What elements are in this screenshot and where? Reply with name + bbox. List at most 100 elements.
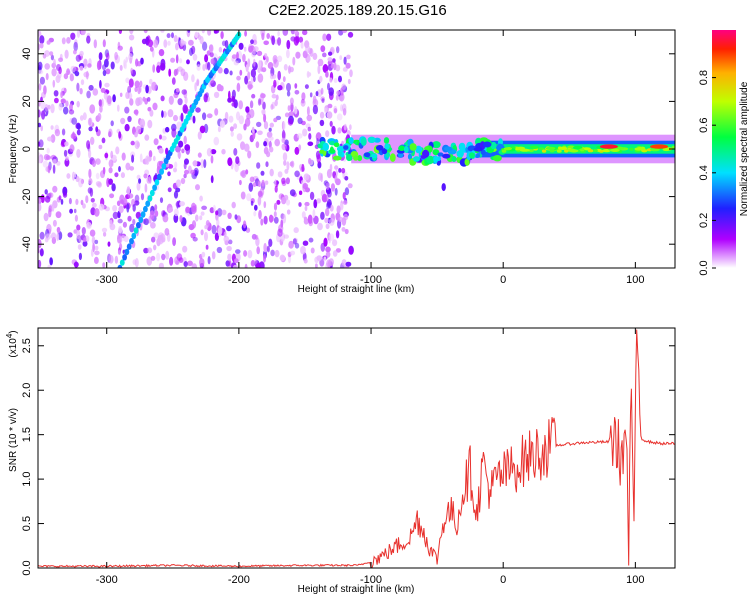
noise-blob xyxy=(105,52,110,61)
noise-blob xyxy=(175,179,182,188)
noise-blob xyxy=(334,187,338,196)
noise-blob xyxy=(137,96,143,106)
noise-blob xyxy=(321,98,325,103)
y-tick-label: 1.5 xyxy=(21,427,33,442)
track-point xyxy=(138,216,144,223)
noise-blob xyxy=(281,177,286,184)
noise-blob xyxy=(207,30,212,36)
band-blob xyxy=(593,148,598,153)
noise-blob xyxy=(269,168,274,177)
band-blob xyxy=(375,145,384,151)
colorbar: 0.0 0.2 0.4 0.6 0.8 Normalized spectral ampl… xyxy=(698,30,750,276)
noise-blob xyxy=(236,51,239,61)
noise-blob xyxy=(220,31,224,40)
noise-blob xyxy=(147,247,153,254)
noise-blob xyxy=(263,141,267,147)
y-tick-label: 1.0 xyxy=(21,471,33,486)
noise-blob xyxy=(132,218,136,226)
y-tick-label: -20 xyxy=(21,189,33,205)
noise-blob xyxy=(102,64,107,71)
noise-blob xyxy=(316,154,321,164)
noise-blob xyxy=(48,192,54,198)
noise-blob xyxy=(327,103,333,109)
noise-blob xyxy=(130,140,135,146)
noise-blob xyxy=(282,76,286,83)
noise-blob xyxy=(244,117,251,127)
noise-blob xyxy=(127,193,134,199)
noise-blob xyxy=(339,203,344,211)
noise-blob xyxy=(99,79,102,89)
noise-blob xyxy=(95,158,101,165)
noise-blob xyxy=(146,97,151,102)
noise-blob xyxy=(172,237,177,247)
noise-blob xyxy=(199,258,205,267)
noise-blob xyxy=(277,85,283,91)
x-tick-label: 100 xyxy=(626,274,644,286)
noise-blob xyxy=(71,117,78,125)
noise-blob xyxy=(229,126,234,132)
noise-blob xyxy=(50,232,57,240)
noise-blob xyxy=(79,65,84,71)
noise-blob xyxy=(255,141,260,149)
noise-blob xyxy=(38,69,44,75)
noise-blob xyxy=(102,262,106,268)
noise-blob xyxy=(335,230,340,239)
noise-blob xyxy=(254,204,258,211)
noise-blob xyxy=(110,61,115,70)
track-point xyxy=(133,227,139,234)
noise-blob xyxy=(181,148,185,154)
noise-blob xyxy=(180,177,186,185)
noise-blob xyxy=(127,86,130,91)
noise-blob xyxy=(258,60,262,70)
band-blob xyxy=(381,148,388,155)
noise-blob xyxy=(38,259,42,268)
noise-blob xyxy=(308,237,314,243)
noise-blob xyxy=(138,178,142,184)
noise-blob xyxy=(333,108,338,114)
noise-blob xyxy=(286,90,291,97)
noise-blob xyxy=(289,189,296,197)
noise-blob xyxy=(177,151,182,158)
noise-blob xyxy=(247,71,251,80)
noise-blob xyxy=(201,205,208,210)
noise-blob xyxy=(196,64,201,71)
noise-blob xyxy=(86,222,92,229)
noise-blob xyxy=(345,62,351,69)
noise-blob xyxy=(281,129,286,140)
noise-blob xyxy=(273,117,278,123)
x-tick-label: 0 xyxy=(500,274,506,286)
noise-blob xyxy=(186,59,190,65)
band-blob xyxy=(398,145,406,151)
noise-blob xyxy=(187,260,193,267)
noise-blob xyxy=(306,114,313,122)
noise-blob xyxy=(104,152,109,159)
noise-blob xyxy=(197,131,202,140)
noise-blob xyxy=(168,68,172,77)
band-blob xyxy=(671,145,675,150)
noise-blob xyxy=(194,82,197,92)
noise-blob xyxy=(333,78,338,83)
noise-blob xyxy=(341,227,346,232)
noise-blob xyxy=(307,141,314,147)
noise-blob xyxy=(120,172,125,179)
noise-blob xyxy=(243,46,247,52)
noise-blob xyxy=(233,60,239,66)
band-blob xyxy=(529,145,540,149)
noise-blob xyxy=(254,234,259,240)
noise-blob xyxy=(349,69,353,78)
strong-spot-mark xyxy=(650,144,669,149)
noise-blob xyxy=(197,34,202,40)
noise-blob xyxy=(269,122,274,128)
noise-blob xyxy=(99,105,103,113)
noise-blob xyxy=(96,60,101,71)
noise-blob xyxy=(342,200,348,205)
noise-blob xyxy=(260,93,266,99)
noise-blob xyxy=(286,161,290,171)
noise-blob xyxy=(336,205,341,214)
noise-blob xyxy=(58,57,64,63)
noise-blob xyxy=(116,200,121,207)
noise-blob xyxy=(210,175,214,184)
noise-blob xyxy=(285,177,290,185)
noise-blob xyxy=(76,129,81,136)
snr-x-ticks: -300 -200 -100 0 100 xyxy=(96,328,645,586)
